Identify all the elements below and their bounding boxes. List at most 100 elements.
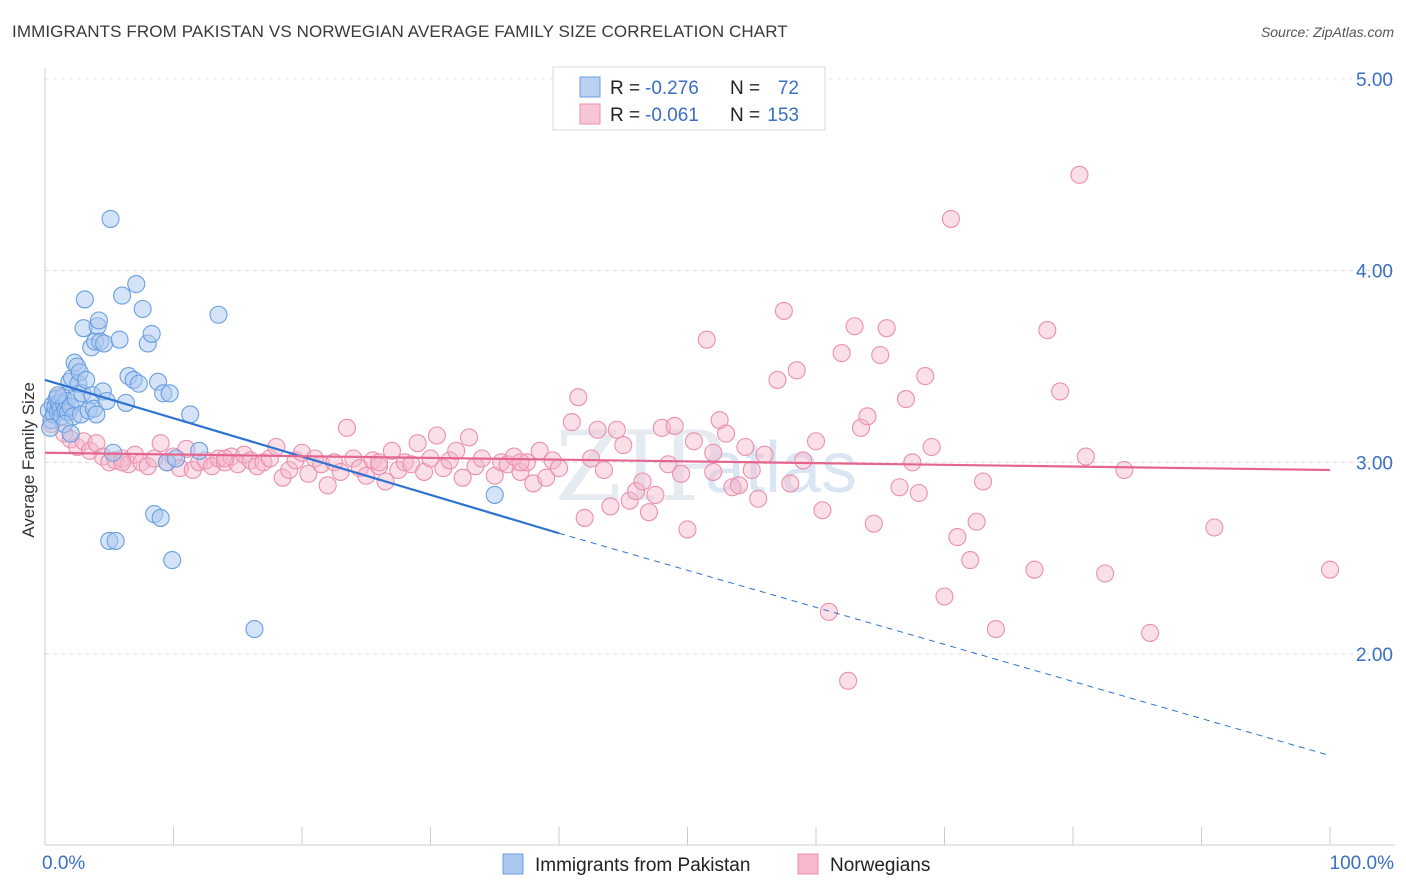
pakistan-point: [89, 311, 109, 330]
norwegians-point: [736, 437, 755, 457]
norwegians-point: [787, 361, 806, 380]
norwegians-point: [138, 457, 157, 476]
pakistan-point: [163, 551, 182, 570]
pakistan-point: [77, 370, 96, 389]
legend-n-label: N =: [730, 105, 760, 126]
norwegians-point: [845, 317, 864, 336]
norwegians-point: [1205, 518, 1224, 537]
norwegians-point: [1038, 321, 1057, 340]
norwegians-trend-line: [44, 451, 1331, 472]
pakistan-point: [245, 620, 264, 639]
norwegians-point: [601, 497, 620, 516]
norwegians-point: [774, 301, 793, 320]
pakistan-point: [116, 393, 136, 412]
pakistan-point: [129, 374, 148, 393]
correlation-legend: R = -0.276 N = 72 R = -0.061 N = 153: [552, 66, 826, 131]
norwegians-point: [427, 426, 446, 445]
norwegians-point: [704, 462, 723, 481]
norwegians-point: [973, 472, 993, 491]
norwegians-point: [318, 476, 337, 495]
pakistan-trend-extension: [558, 532, 1331, 757]
series-legend: Immigrants from Pakistan Norwegians: [502, 853, 930, 876]
norwegians-point: [588, 420, 607, 439]
norwegians-point: [755, 445, 774, 464]
norwegians-point: [961, 551, 980, 570]
pakistan-point: [133, 299, 152, 319]
pakistan-point: [142, 324, 161, 343]
pakistan-point: [485, 485, 504, 504]
y-tick-label: 2.00: [1356, 645, 1393, 666]
x-tick-label: 0.0%: [42, 853, 85, 874]
pakistan-point: [87, 405, 106, 424]
legend-swatch-norwegians: [579, 103, 601, 125]
pakistan-point: [110, 330, 129, 349]
pakistan-point: [151, 508, 170, 527]
norwegians-point: [447, 441, 466, 460]
norwegians-point: [1076, 447, 1095, 466]
norwegians-point: [280, 460, 299, 480]
bottom-legend-label-pakistan: Immigrants from Pakistan: [535, 855, 750, 876]
norwegians-point: [440, 451, 459, 470]
legend-n-value: 153: [767, 105, 799, 126]
norwegians-point: [742, 460, 761, 480]
norwegians-point: [646, 485, 665, 504]
norwegians-point: [1070, 165, 1089, 184]
norwegians-point: [273, 468, 292, 487]
norwegians-point: [716, 424, 736, 443]
norwegians-point: [909, 483, 928, 503]
source-label: Source: ZipAtlas.com: [1260, 24, 1394, 40]
pakistan-point: [101, 209, 120, 228]
pakistan-point: [209, 305, 228, 324]
norwegians-point: [1320, 560, 1340, 579]
norwegians-point: [215, 449, 234, 468]
norwegians-point: [806, 432, 826, 451]
norwegians-point: [1025, 560, 1044, 579]
watermark-zip: ZIP: [555, 411, 724, 523]
pakistan-point: [113, 286, 132, 305]
pakistan-points: [39, 209, 504, 639]
x-tick-label: 100.0%: [1330, 853, 1395, 874]
pakistan-point: [190, 441, 209, 460]
norwegians-point: [183, 460, 202, 480]
norwegians-point: [511, 453, 530, 472]
norwegians-point: [151, 434, 170, 453]
pakistan-point: [160, 384, 179, 403]
norwegians-point: [768, 370, 787, 389]
legend-r-label: R =: [610, 78, 640, 99]
pakistan-point: [61, 424, 80, 443]
legend-n-value: 72: [778, 78, 799, 99]
norwegians-point: [877, 319, 896, 338]
norwegians-point: [607, 420, 626, 439]
norwegians-point: [594, 460, 614, 480]
norwegians-point: [858, 407, 877, 426]
norwegians-point: [678, 520, 697, 539]
norwegians-point: [839, 671, 858, 690]
norwegians-point: [569, 388, 588, 407]
norwegians-point: [620, 491, 639, 510]
chart-title: IMMIGRANTS FROM PAKISTAN VS NORWEGIAN AV…: [12, 22, 788, 41]
norwegians-point: [986, 620, 1005, 639]
norwegians-point: [575, 508, 594, 527]
pakistan-point: [95, 334, 114, 353]
norwegians-point: [896, 390, 916, 409]
norwegians-point: [749, 489, 768, 508]
norwegians-point: [697, 330, 716, 349]
norwegians-point: [672, 464, 691, 483]
norwegians-point: [684, 432, 703, 451]
gridlines: [45, 78, 1395, 655]
norwegians-point: [408, 434, 427, 453]
norwegians-point: [729, 476, 748, 495]
norwegians-point: [813, 501, 832, 520]
norwegians-point: [864, 514, 883, 533]
y-tick-label: 5.00: [1356, 70, 1393, 91]
pakistan-point: [41, 418, 60, 437]
pakistan-point: [75, 290, 94, 309]
norwegians-point: [1115, 460, 1134, 480]
norwegians-point: [549, 459, 569, 478]
pakistan-point: [167, 449, 186, 468]
legend-r-label: R =: [610, 105, 640, 126]
legend-r-value: -0.276: [645, 78, 699, 99]
norwegians-point: [382, 441, 402, 460]
norwegians-point: [1096, 564, 1115, 583]
y-axis-title: Average Family Size: [19, 382, 38, 538]
